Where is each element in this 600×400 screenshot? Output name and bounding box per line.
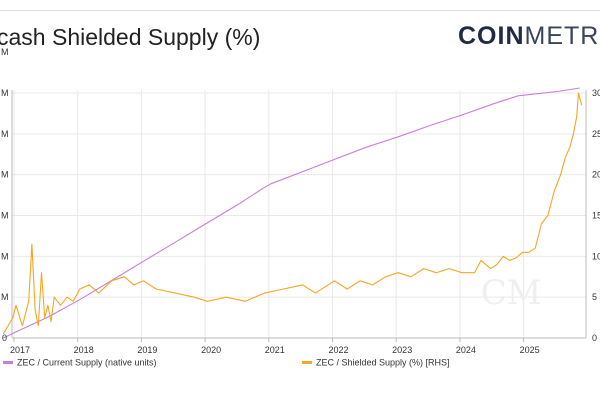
y-left-tick-label: M [1, 129, 9, 139]
x-tick-label: 2024 [456, 345, 476, 355]
y-right-tick-label: 30 [592, 88, 600, 98]
y-right-tick-label: 20 [592, 170, 600, 180]
series [2, 87, 583, 339]
legend-swatch-supply [3, 361, 13, 365]
y-left-tick-label: M [1, 211, 9, 221]
y-right-tick-label: 25 [592, 129, 600, 139]
watermark: CM [481, 273, 542, 313]
x-tick-label: 2018 [74, 345, 94, 355]
x-tick-label: 2020 [201, 345, 221, 355]
y-left-tick-label: 0 [2, 333, 7, 343]
legend-item-supply: ZEC / Current Supply (native units) [3, 357, 157, 368]
axes [11, 90, 587, 342]
y-left-tick-label: M [1, 170, 9, 180]
x-tick-label: 2025 [520, 345, 540, 355]
watermark-text: CM [481, 273, 542, 313]
legend-label-supply: ZEC / Current Supply (native units) [17, 357, 157, 368]
y-right-tick-label: 10 [592, 251, 600, 261]
coinmetrics-logo: COINMETRIC [458, 22, 600, 51]
series-line-current-supply [3, 87, 580, 339]
chart-title: cash Shielded Supply (%) [0, 24, 261, 50]
legend-item-shielded: ZEC / Shielded Supply (%) [RHS] [302, 357, 450, 368]
y-right-tick-label: 15 [592, 211, 600, 221]
legend-label-shielded: ZEC / Shielded Supply (%) [RHS] [316, 357, 450, 368]
x-tick-label: 2023 [392, 345, 412, 355]
logo-light: METRIC [524, 22, 600, 50]
y-left-tick-label: M [1, 251, 9, 261]
y-left-tick-label: M [1, 88, 9, 98]
logo-bold: COIN [458, 22, 525, 50]
top-rule [0, 10, 600, 11]
x-tick-label: 2017 [10, 345, 30, 355]
y-right-tick-label: 5 [592, 292, 597, 302]
y-left-tick-label: M [1, 47, 9, 57]
grid [12, 90, 586, 338]
legend-swatch-shielded [302, 361, 312, 365]
y-left-tick-label: M [1, 292, 9, 302]
series-line-shielded-supply [2, 92, 583, 335]
x-tick-label: 2021 [265, 345, 285, 355]
y-right-tick-label: 0 [592, 333, 597, 343]
x-tick-label: 2022 [328, 345, 348, 355]
x-tick-label: 2019 [137, 345, 157, 355]
